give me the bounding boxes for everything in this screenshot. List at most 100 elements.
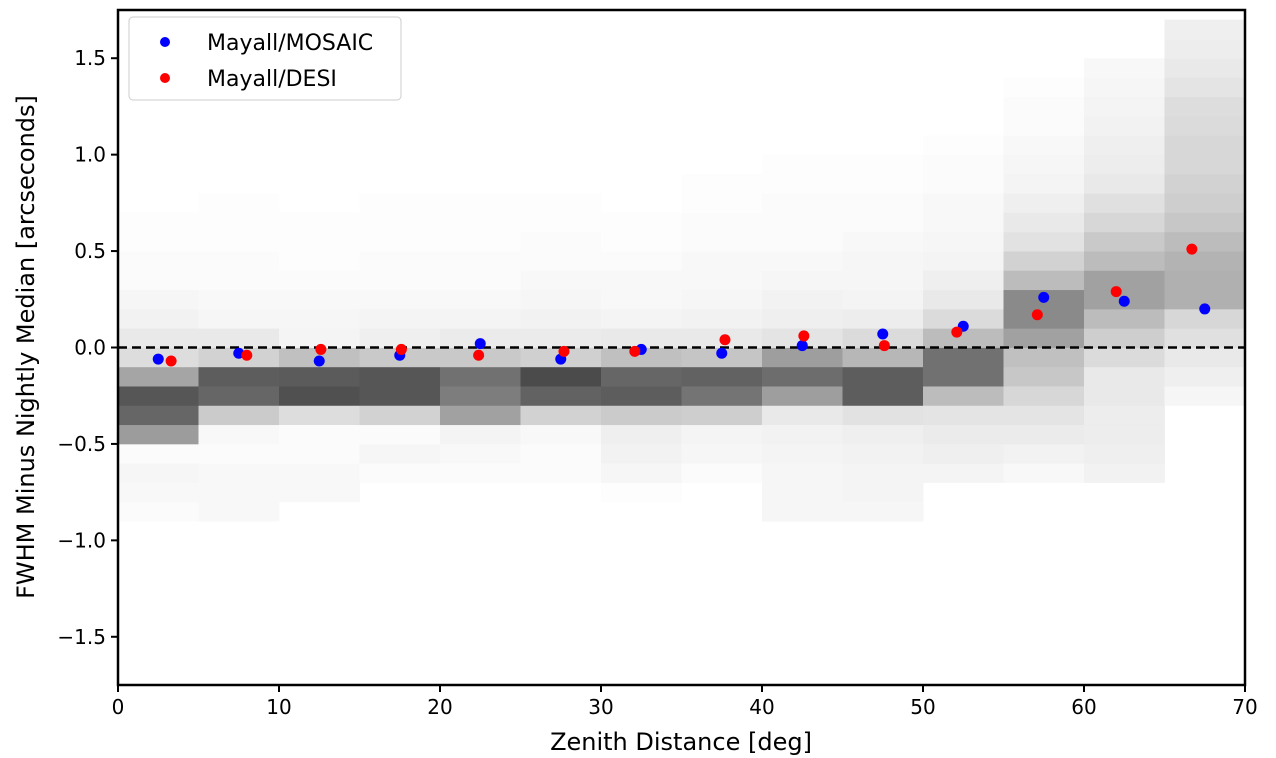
heatmap-cell	[1164, 96, 1246, 117]
heatmap-cell	[118, 212, 199, 233]
heatmap-cell	[279, 231, 360, 252]
heatmap-cell	[359, 289, 441, 310]
heatmap-cell	[118, 366, 199, 387]
heatmap-cell	[601, 386, 682, 406]
heatmap-cell	[842, 424, 924, 445]
heatmap-cell	[279, 424, 360, 445]
heatmap-cell	[1084, 328, 1165, 348]
heatmap-cell	[923, 135, 1004, 156]
heatmap-cell	[842, 212, 924, 233]
desi-point	[1031, 309, 1043, 321]
heatmap-cell	[440, 386, 521, 406]
heatmap-cell	[279, 251, 360, 271]
heatmap-cell	[1084, 308, 1165, 329]
heatmap-cell	[198, 289, 280, 310]
heatmap-cell	[1084, 58, 1165, 78]
y-tick-label: 0.0	[74, 336, 106, 360]
heatmap-cell	[1164, 328, 1246, 348]
heatmap-cell	[923, 463, 1004, 483]
heatmap-cell	[923, 154, 1004, 175]
heatmap-cell	[1164, 212, 1246, 233]
desi-point	[951, 326, 963, 338]
heatmap-cell	[1164, 77, 1246, 98]
mosaic-point	[1038, 291, 1050, 303]
heatmap-cell	[1003, 231, 1085, 252]
heatmap-cell	[440, 443, 521, 464]
heatmap-cell	[198, 251, 280, 271]
heatmap-cell	[440, 270, 521, 291]
heatmap-cell	[359, 405, 441, 426]
heatmap-cell	[279, 443, 360, 464]
heatmap-cell	[762, 154, 843, 175]
heatmap-cell	[1084, 212, 1165, 233]
heatmap-cell	[1084, 173, 1165, 194]
heatmap-cell	[762, 308, 843, 329]
heatmap-cell	[601, 328, 682, 348]
heatmap-cell	[1003, 154, 1085, 175]
heatmap-cell	[279, 212, 360, 233]
x-axis-label: Zenith Distance [deg]	[550, 728, 812, 756]
heatmap-cell	[118, 405, 199, 426]
desi-point	[241, 349, 253, 361]
heatmap-cell	[440, 193, 521, 213]
heatmap-cell	[1003, 173, 1085, 194]
x-tick-label: 0	[112, 695, 125, 719]
heatmap-cell	[118, 289, 199, 310]
heatmap-cell	[1164, 38, 1246, 59]
heatmap-cell	[1084, 154, 1165, 175]
desi-point	[798, 330, 810, 342]
heatmap-cell	[1003, 116, 1085, 136]
heatmap-cell	[279, 386, 360, 406]
heatmap-cell	[923, 366, 1004, 387]
heatmap-cell	[440, 405, 521, 426]
heatmap-cell	[762, 405, 843, 426]
heatmap-cell	[440, 251, 521, 271]
x-tick-label: 10	[266, 695, 291, 719]
heatmap-cell	[681, 212, 763, 233]
heatmap-cell	[359, 308, 441, 329]
heatmap-cell	[1003, 347, 1085, 368]
desi-point	[1110, 286, 1122, 298]
heatmap-cell	[1164, 173, 1246, 194]
y-tick-label: −1.5	[57, 625, 106, 649]
heatmap-cell	[681, 424, 763, 445]
heatmap-cell	[520, 308, 602, 329]
heatmap-cell	[601, 463, 682, 483]
heatmap-cell	[520, 270, 602, 291]
heatmap-cell	[1164, 251, 1246, 271]
heatmap-cell	[842, 154, 924, 175]
heatmap-cell	[520, 386, 602, 406]
x-tick-label: 30	[588, 695, 613, 719]
heatmap-cell	[923, 424, 1004, 445]
x-tick-label: 40	[749, 695, 774, 719]
heatmap-cell	[681, 386, 763, 406]
heatmap-cell	[1164, 193, 1246, 213]
heatmap-cell	[842, 501, 924, 522]
mosaic-point	[1199, 303, 1211, 315]
heatmap-cell	[762, 501, 843, 522]
heatmap-cell	[279, 482, 360, 503]
heatmap-cell	[198, 482, 280, 503]
heatmap-cell	[520, 193, 602, 213]
heatmap-cell	[359, 270, 441, 291]
heatmap-cell	[118, 443, 199, 464]
heatmap-cell	[842, 289, 924, 310]
heatmap-cell	[762, 424, 843, 445]
desi-point	[558, 345, 570, 357]
x-tick-label: 60	[1071, 695, 1096, 719]
heatmap-cell	[681, 366, 763, 387]
heatmap-cell	[198, 463, 280, 483]
heatmap-cell	[520, 463, 602, 483]
heatmap-cell	[762, 270, 843, 291]
legend-label-mosaic: Mayall/MOSAIC	[207, 31, 373, 56]
heatmap-cell	[359, 193, 441, 213]
heatmap-cell	[681, 463, 763, 483]
heatmap-cell	[1084, 231, 1165, 252]
heatmap-cell	[118, 463, 199, 483]
heatmap-cell	[601, 424, 682, 445]
heatmap-cell	[520, 366, 602, 387]
heatmap-cell	[923, 212, 1004, 233]
mosaic-point	[313, 355, 325, 367]
heatmap-cell	[681, 270, 763, 291]
